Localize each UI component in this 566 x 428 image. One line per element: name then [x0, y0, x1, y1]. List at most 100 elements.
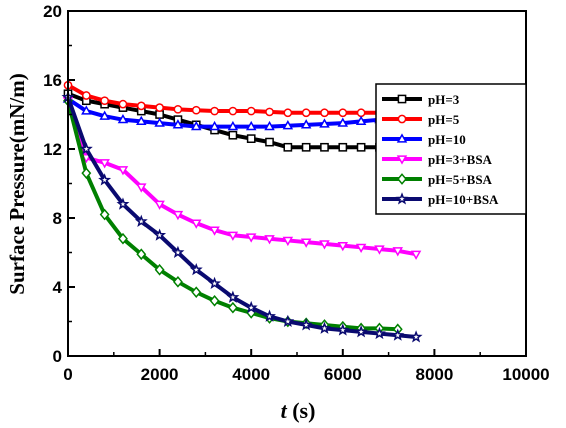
data-point-ph-5 — [118, 99, 128, 109]
data-point-ph-10 — [136, 115, 147, 126]
data-point-ph-5-bsa — [191, 286, 202, 299]
legend-label: pH=5 — [428, 112, 460, 127]
data-point-ph-10 — [209, 120, 220, 131]
data-point-ph-10 — [337, 117, 349, 127]
series-line-ph-5 — [67, 83, 380, 115]
legend-item-ph-3: pH=3 — [382, 92, 460, 107]
legend-marker — [397, 94, 407, 104]
data-point-ph-10-bsa — [226, 290, 240, 303]
data-point-ph-3-bsa — [300, 238, 312, 248]
data-point-ph-10 — [99, 110, 110, 120]
x-axis-title: t (s) — [281, 398, 316, 423]
y-tick-label: 8 — [53, 209, 62, 228]
data-point-ph-3 — [338, 142, 348, 152]
data-point-ph-5 — [283, 108, 293, 118]
legend-label: pH=10 — [428, 132, 466, 147]
data-point-ph-10 — [117, 114, 129, 124]
data-point-ph-10 — [172, 119, 184, 129]
legend-item-ph-10: pH=10 — [382, 132, 466, 147]
data-point-ph-10-bsa — [354, 325, 368, 338]
y-tick-label: 20 — [43, 2, 62, 21]
data-point-ph-3-bsa — [154, 200, 165, 210]
data-point-ph-10-bsa — [153, 228, 167, 241]
legend-item-ph-5: pH=5 — [382, 112, 460, 127]
data-point-ph-5-bsa — [81, 167, 92, 179]
data-point-ph-5 — [246, 106, 256, 116]
data-point-ph-3-bsa — [117, 166, 129, 176]
legend-marker — [397, 173, 407, 185]
x-tick-label: 4000 — [232, 365, 270, 384]
data-point-ph-3 — [228, 130, 238, 140]
data-point-ph-10 — [282, 120, 294, 130]
data-point-ph-3-bsa — [136, 183, 147, 193]
data-point-ph-10-bsa — [189, 262, 203, 276]
data-point-ph-3-bsa — [172, 210, 184, 221]
data-point-ph-3-bsa — [190, 219, 202, 229]
data-point-ph-3-bsa — [99, 159, 110, 169]
x-tick-label: 8000 — [415, 365, 453, 384]
data-point-ph-3 — [155, 110, 164, 119]
data-point-ph-5-bsa — [227, 301, 238, 314]
data-point-ph-10-bsa — [318, 321, 331, 334]
data-point-ph-10 — [245, 120, 257, 131]
data-point-ph-10-bsa — [372, 326, 386, 340]
x-tick-label: 6000 — [324, 365, 362, 384]
data-point-ph-3-bsa — [319, 240, 330, 250]
data-point-ph-3-bsa — [209, 226, 220, 236]
data-point-ph-10-bsa — [98, 173, 112, 186]
data-point-ph-5 — [338, 108, 348, 118]
data-point-ph-3-bsa — [227, 231, 239, 241]
data-point-ph-5-bsa — [136, 248, 147, 261]
series-line-ph-10-bsa — [66, 96, 417, 340]
legend-marker — [397, 114, 407, 124]
legend: pH=3 pH=5 pH=10 pH=3+BSA pH=5+BSA pH=10+BSA — [375, 83, 527, 215]
x-tick-label: 2000 — [141, 365, 179, 384]
x-tick-label: 10000 — [502, 365, 549, 384]
data-point-ph-5 — [301, 108, 311, 118]
data-point-ph-3-bsa — [264, 235, 275, 245]
legend-label: pH=3+BSA — [428, 152, 493, 167]
data-point-ph-5 — [81, 91, 91, 100]
y-tick-label: 16 — [43, 71, 62, 90]
data-point-ph-10 — [190, 120, 202, 131]
data-point-ph-5-bsa — [154, 263, 165, 276]
data-point-ph-10 — [355, 115, 367, 126]
data-point-ph-5 — [356, 108, 366, 118]
data-point-ph-5 — [320, 108, 329, 118]
legend-marker — [396, 155, 408, 165]
data-point-ph-3-bsa — [245, 233, 257, 243]
legend-label: pH=10+BSA — [428, 192, 499, 207]
data-point-ph-3 — [246, 134, 256, 144]
data-point-ph-3-bsa — [374, 245, 385, 255]
y-tick-label: 0 — [53, 347, 62, 366]
data-point-ph-5 — [136, 101, 146, 111]
data-point-ph-5 — [191, 105, 201, 115]
y-axis-title: Surface Pressure(mN/m) — [5, 73, 29, 294]
data-point-ph-5 — [228, 106, 238, 116]
data-point-ph-5 — [173, 104, 183, 114]
data-point-ph-3-bsa — [355, 243, 367, 253]
x-axis-title-unit: (s) — [287, 398, 316, 423]
data-point-ph-3 — [283, 142, 293, 152]
axis-layer: 0 2000 4000 6000 8000 10000 0 4 8 12 16 20 — [43, 2, 550, 384]
data-point-ph-10-bsa — [208, 276, 222, 290]
data-point-ph-3-bsa — [282, 236, 294, 247]
data-point-ph-3 — [356, 142, 366, 152]
data-point-ph-3 — [265, 137, 274, 147]
legend-box — [375, 83, 527, 215]
data-point-ph-10 — [154, 117, 165, 127]
data-point-ph-10-bsa — [409, 330, 423, 343]
data-point-ph-10-bsa — [244, 300, 258, 314]
data-point-ph-5-bsa — [99, 208, 110, 221]
y-tick-label: 4 — [53, 278, 63, 297]
data-point-ph-10 — [227, 120, 239, 131]
data-point-ph-3-bsa — [410, 250, 422, 260]
data-point-ph-10-bsa — [116, 197, 130, 210]
data-point-ph-3 — [320, 142, 329, 152]
data-point-ph-3-bsa — [392, 247, 404, 257]
legend-item-ph-3-bsa: pH=3+BSA — [382, 152, 493, 167]
legend-item-ph-10-bsa: pH=10+BSA — [382, 192, 499, 207]
data-point-ph-5 — [210, 106, 219, 116]
legend-marker — [396, 133, 408, 143]
